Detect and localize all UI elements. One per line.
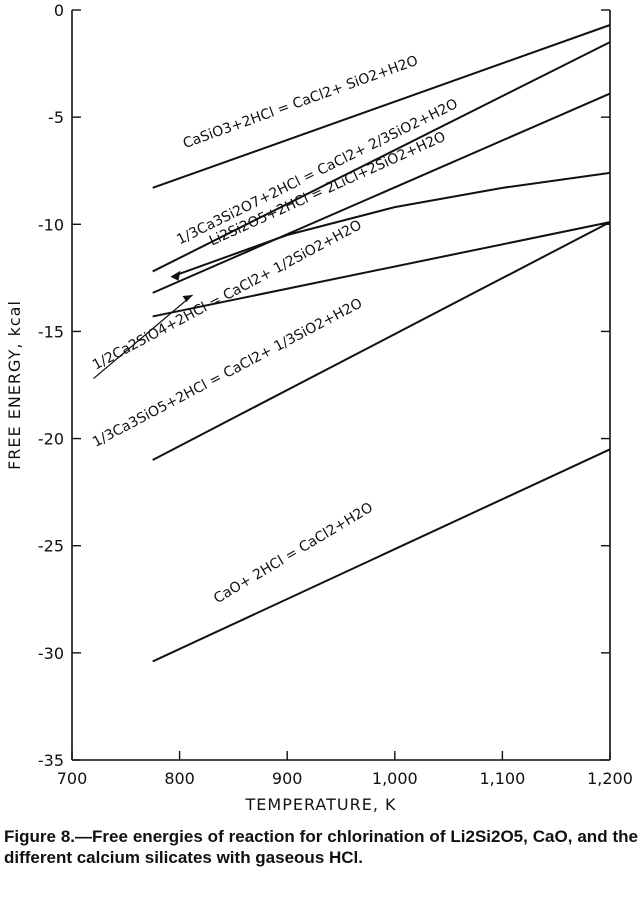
series-line-ca3si2o7 <box>152 41 611 273</box>
curve-label-li2si2o5: Li2Si2O5+2HCl = 2LiCl+2SiO2+H2O <box>207 129 448 250</box>
figure-caption: Figure 8.—Free energies of reaction for … <box>4 827 638 867</box>
x-tick-label: 700 <box>57 769 88 788</box>
y-tick-label: -10 <box>38 215 64 234</box>
y-tick-label: -30 <box>38 644 64 663</box>
y-tick-label: -25 <box>38 537 64 556</box>
x-tick-label: 1,200 <box>587 769 633 788</box>
series-line-cao <box>152 448 611 663</box>
x-tick-label: 900 <box>272 769 303 788</box>
y-tick-label: -15 <box>38 322 64 341</box>
y-axis-title: FREE ENERGY, kcal <box>5 300 24 470</box>
series-line-ca3sio5 <box>152 221 611 461</box>
curve-label-ca3sio5: 1/3Ca3SiO5+2HCl = CaCl2+ 1/3SiO2+H2O <box>90 295 365 450</box>
y-tick-label: -5 <box>48 108 64 127</box>
series-line-li2si2o5 <box>173 171 611 277</box>
pointer-arrowhead-ca2sio4 <box>182 295 193 302</box>
series-layer <box>93 24 611 663</box>
x-tick-label: 800 <box>164 769 195 788</box>
x-tick-label: 1,000 <box>372 769 418 788</box>
y-tick-label: -20 <box>38 430 64 449</box>
x-tick-label: 1,100 <box>479 769 525 788</box>
curve-label-ca3si2o7: 1/3Ca3Si2O7+2HCl = CaCl2+ 2/3SiO2+H2O <box>174 96 460 248</box>
curve-labels: CaSiO3+2HCl = CaCl2+ SiO2+H2O1/3Ca3Si2O7… <box>90 53 461 607</box>
y-tick-label: -35 <box>38 751 64 770</box>
series-line-casio3 <box>152 24 611 189</box>
pointer-arrowhead-li2si2o5 <box>170 270 181 281</box>
series-line-ca3si2o7_b <box>152 92 611 294</box>
pointer-line-ca2sio4 <box>93 294 193 380</box>
series-line-ca2sio4 <box>152 221 611 318</box>
curve-label-cao: CaO+ 2HCl = CaCl2+H2O <box>211 500 376 607</box>
x-axis-title: TEMPERATURE, K <box>245 795 397 814</box>
y-tick-label: 0 <box>54 1 64 20</box>
